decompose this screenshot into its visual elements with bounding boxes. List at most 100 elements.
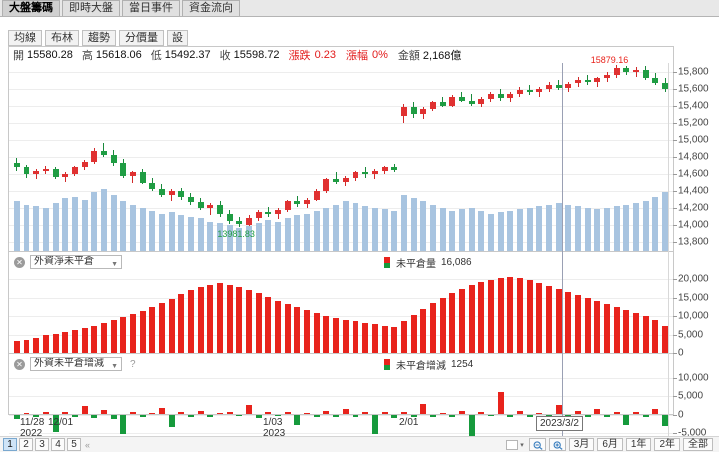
y-axis-tick-label: 15,200: [678, 117, 709, 129]
open-interest-bar: [52, 333, 59, 353]
indicator-button-trend[interactable]: 趨勢: [82, 30, 116, 46]
candlestick: [507, 63, 514, 251]
oi-change-bar: [381, 412, 388, 415]
candlestick: [526, 63, 533, 251]
candlestick: [546, 63, 553, 251]
candlestick: [246, 63, 253, 251]
candlestick: [129, 63, 136, 251]
volume-bar: [246, 226, 253, 251]
oi-change-bar: [565, 414, 572, 417]
open-interest-bar: [323, 316, 330, 353]
candlestick: [497, 63, 504, 251]
candlestick: [584, 63, 591, 251]
open-interest-bar: [33, 337, 40, 353]
oi-change-bar: [623, 414, 630, 425]
candlestick: [149, 63, 156, 251]
y-axis-tick-mark: [673, 88, 677, 90]
oi-legend-value: 16,086: [441, 256, 472, 268]
oi-change-bar: [633, 411, 640, 415]
volume-bar: [139, 207, 146, 251]
chevron-down-icon: ▼: [111, 261, 118, 268]
candlestick: [33, 63, 40, 251]
y-axis-tick-mark: [673, 105, 677, 107]
page-more-button[interactable]: «: [85, 439, 91, 450]
delta-indicator-select[interactable]: 外資未平倉增減 ▼: [30, 357, 122, 371]
volume-bar: [236, 227, 243, 251]
volume-bar: [507, 210, 514, 251]
chevron-down-icon[interactable]: ▾: [520, 441, 524, 449]
tab-daily-events[interactable]: 當日事件: [122, 0, 180, 16]
gridline: [9, 157, 673, 158]
zoom-out-icon[interactable]: [528, 438, 546, 451]
price-panel[interactable]: 13,800 14,000 14,200 14,400 14,600 14,800 15,0…: [9, 55, 709, 251]
y-axis-tick-mark: [673, 71, 677, 73]
zoom-in-icon[interactable]: [548, 438, 566, 451]
period-button-6m[interactable]: 6月: [597, 438, 623, 451]
oi-change-bar: [188, 414, 194, 418]
candlestick: [594, 63, 601, 251]
open-interest-bar: [555, 288, 562, 353]
open-interest-bar: [449, 293, 456, 353]
candlestick: [62, 63, 69, 251]
tab-market-chips[interactable]: 大盤籌碼: [2, 0, 60, 16]
oi-change-bar: [536, 412, 543, 415]
y-axis-tick-mark: [673, 414, 677, 416]
indicator-button-row: 均線 布林 趨勢 分價量 設: [8, 30, 191, 46]
period-button-2y[interactable]: 2年: [654, 438, 680, 451]
candlestick: [468, 63, 475, 251]
oi-change-bar: [429, 414, 436, 418]
tab-fund-flow[interactable]: 資金流向: [182, 0, 240, 16]
open-interest-bar: [594, 300, 601, 353]
indicator-button-ma[interactable]: 均線: [8, 30, 42, 46]
close-icon[interactable]: ✕: [14, 358, 25, 370]
display-toggle-checkbox[interactable]: [506, 439, 519, 450]
open-interest-bar: [178, 294, 185, 353]
candlestick: [575, 63, 582, 251]
y-axis-tick-mark: [673, 242, 677, 244]
oi-change-bar: [642, 414, 649, 417]
candlestick: [642, 63, 649, 251]
x-axis-cursor-label: 2023/3/2: [536, 416, 583, 431]
close-icon[interactable]: ✕: [14, 256, 25, 268]
amount-value: 2,168億: [422, 50, 462, 62]
indicator-button-volume-profile[interactable]: 分價量: [119, 30, 164, 46]
page-button-4[interactable]: 4: [51, 438, 65, 451]
candlestick: [139, 63, 146, 251]
open-interest-bar: [81, 327, 88, 353]
gridline: [9, 208, 673, 210]
gridline: [9, 122, 673, 124]
oi-change-bar: [517, 411, 523, 415]
volume-bar: [313, 210, 320, 251]
page-button-2[interactable]: 2: [19, 438, 33, 451]
period-button-1y[interactable]: 1年: [625, 438, 652, 451]
change-label: 漲跌: [288, 50, 311, 62]
oi-change-bar: [497, 391, 504, 415]
page-button-5[interactable]: 5: [67, 438, 81, 451]
period-button-3m[interactable]: 3月: [568, 438, 595, 451]
open-interest-bar: [536, 283, 543, 353]
open-interest-bar: [652, 319, 659, 353]
close-value: 15598.72: [233, 49, 280, 61]
open-interest-bar: [226, 284, 233, 353]
open-interest-panel[interactable]: ✕ 外資淨未平倉 ▼ 未平倉量 16,086 0 5,000 10,000 15,00…: [9, 252, 709, 359]
oi-change-bar: [555, 404, 562, 415]
price-y-axis: 13,800 14,000 14,200 14,400 14,600 14,800 15,0…: [673, 63, 719, 251]
page-button-1[interactable]: 1: [3, 438, 17, 451]
oi-indicator-select[interactable]: 外資淨未平倉 ▼: [30, 255, 122, 269]
bottom-toolbar: 1 2 3 4 5 « ▾ 3月 6月 1年: [0, 436, 719, 452]
tab-realtime-market[interactable]: 即時大盤: [62, 0, 120, 16]
volume-bar: [91, 192, 98, 251]
period-button-all[interactable]: 全部: [683, 438, 713, 451]
y-axis-tick-label: 15,400: [678, 100, 709, 112]
indicator-button-bollinger[interactable]: 布林: [45, 30, 79, 46]
open-interest-bar: [526, 280, 533, 353]
candlestick: [197, 63, 204, 251]
candlestick: [439, 63, 446, 251]
page-button-3[interactable]: 3: [35, 438, 49, 451]
indicator-button-settings[interactable]: 設: [167, 30, 188, 46]
y-axis-tick-label: 15,000: [678, 134, 709, 146]
volume-bar: [120, 201, 127, 251]
help-icon[interactable]: ?: [130, 358, 136, 370]
volume-bar: [468, 207, 475, 251]
